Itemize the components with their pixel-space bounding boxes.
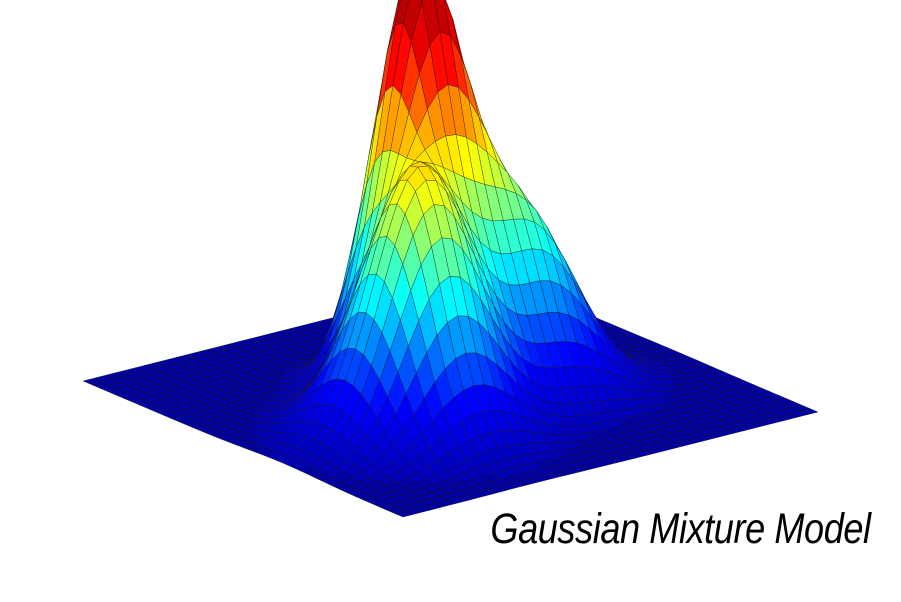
surface-patch <box>397 0 400 3</box>
chart-title: Gaussian Mixture Model <box>490 505 872 553</box>
surface-patch <box>798 408 819 415</box>
surface-patch <box>395 0 409 26</box>
surface-mesh <box>82 0 819 518</box>
